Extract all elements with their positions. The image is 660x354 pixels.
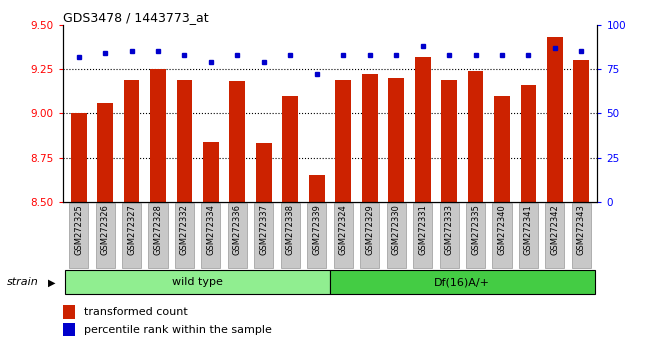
Bar (521, 85, 537, 202)
Text: GDS3478 / 1443773_at: GDS3478 / 1443773_at (63, 11, 209, 24)
Text: GSM272339: GSM272339 (312, 205, 321, 255)
Text: GSM272338: GSM272338 (286, 205, 295, 256)
FancyBboxPatch shape (466, 203, 485, 268)
Text: GSM272335: GSM272335 (471, 205, 480, 255)
FancyBboxPatch shape (308, 203, 326, 268)
Text: GSM272336: GSM272336 (233, 205, 242, 256)
Bar (282, 96, 298, 202)
Bar (256, 143, 272, 202)
Text: transformed count: transformed count (84, 307, 188, 317)
Text: GSM272326: GSM272326 (100, 205, 110, 255)
Text: Df(16)A/+: Df(16)A/+ (434, 277, 490, 287)
Text: GSM272327: GSM272327 (127, 205, 136, 255)
Bar (203, 142, 219, 202)
Bar (230, 81, 246, 202)
Text: GSM272325: GSM272325 (74, 205, 83, 255)
Text: GSM272343: GSM272343 (577, 205, 586, 255)
Bar (388, 78, 404, 202)
Text: percentile rank within the sample: percentile rank within the sample (84, 325, 272, 335)
Text: ▶: ▶ (48, 277, 55, 287)
FancyBboxPatch shape (280, 203, 300, 268)
Bar (494, 96, 510, 202)
Text: GSM272324: GSM272324 (339, 205, 348, 255)
Bar (441, 80, 457, 202)
Bar (71, 113, 86, 202)
Bar (97, 103, 113, 202)
FancyBboxPatch shape (492, 203, 512, 268)
FancyBboxPatch shape (96, 203, 115, 268)
FancyBboxPatch shape (175, 203, 194, 268)
Text: GSM272329: GSM272329 (365, 205, 374, 255)
Bar (123, 80, 139, 202)
Bar (176, 80, 192, 202)
FancyBboxPatch shape (519, 203, 538, 268)
FancyBboxPatch shape (228, 203, 247, 268)
Text: GSM272337: GSM272337 (259, 205, 269, 256)
Text: GSM272334: GSM272334 (207, 205, 215, 255)
Text: GSM272331: GSM272331 (418, 205, 427, 255)
Bar (63, 305, 75, 319)
FancyBboxPatch shape (334, 203, 352, 268)
Bar (63, 323, 75, 336)
FancyBboxPatch shape (387, 203, 406, 268)
FancyBboxPatch shape (254, 203, 273, 268)
FancyBboxPatch shape (201, 203, 220, 268)
Text: GSM272333: GSM272333 (445, 205, 453, 256)
Text: strain: strain (7, 277, 38, 287)
FancyBboxPatch shape (440, 203, 459, 268)
Bar (309, 175, 325, 202)
Text: GSM272328: GSM272328 (154, 205, 162, 255)
Bar (150, 69, 166, 202)
Bar (547, 37, 563, 202)
FancyBboxPatch shape (330, 270, 595, 294)
Text: GSM272341: GSM272341 (524, 205, 533, 255)
Text: GSM272340: GSM272340 (498, 205, 506, 255)
Text: GSM272332: GSM272332 (180, 205, 189, 255)
FancyBboxPatch shape (69, 203, 88, 268)
Bar (362, 74, 378, 202)
Bar (468, 71, 484, 202)
Text: GSM272330: GSM272330 (391, 205, 401, 255)
FancyBboxPatch shape (572, 203, 591, 268)
Bar (335, 80, 351, 202)
FancyBboxPatch shape (122, 203, 141, 268)
FancyBboxPatch shape (148, 203, 168, 268)
Text: GSM272342: GSM272342 (550, 205, 560, 255)
FancyBboxPatch shape (360, 203, 379, 268)
FancyBboxPatch shape (65, 270, 330, 294)
Bar (574, 60, 589, 202)
Text: wild type: wild type (172, 277, 223, 287)
FancyBboxPatch shape (413, 203, 432, 268)
Bar (414, 57, 430, 202)
FancyBboxPatch shape (545, 203, 564, 268)
